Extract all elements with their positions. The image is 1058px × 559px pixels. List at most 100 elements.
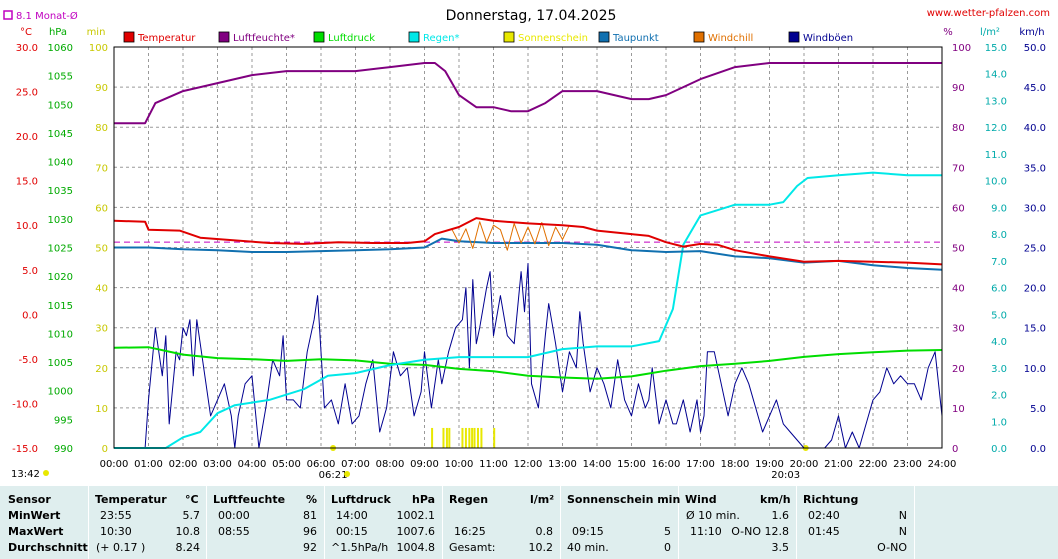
min-tick-label: 50 — [95, 244, 108, 255]
legend-label-luftdruck: Luftdruck — [328, 33, 375, 44]
hpa-tick-label: 1030 — [48, 215, 73, 226]
max-hum-time: 08:55 — [218, 525, 250, 538]
time-tick-label: 18:00 — [721, 459, 750, 470]
temp-tick-label: 0.0 — [22, 310, 38, 321]
max-sun-time: 09:15 — [572, 525, 604, 538]
time-tick-label: 19:00 — [755, 459, 784, 470]
time-tick-label: 20:00 — [790, 459, 819, 470]
unit-min: min — [87, 27, 106, 38]
pct-tick-label: 10 — [952, 404, 965, 415]
kmh-tick-label: 5.0 — [1030, 404, 1046, 415]
site-url: www.wetter-pfalzen.com — [927, 8, 1050, 19]
sunshine-bar — [468, 427, 471, 448]
hpa-tick-label: 1020 — [48, 272, 73, 283]
hdr-luftfeuchte: Luftfeuchte — [213, 493, 286, 506]
sunshine-bar — [471, 427, 474, 448]
avg-rain-time: Gesamt: — [449, 541, 496, 554]
hdr-temperatur-unit: °C — [185, 493, 199, 506]
hdr-wind-unit: km/h — [760, 493, 791, 506]
time-tick-label: 01:00 — [134, 459, 163, 470]
max-rain-time: 16:25 — [454, 525, 486, 538]
legend-label-taupunkt: Taupunkt — [612, 33, 659, 44]
pct-tick-label: 0 — [952, 444, 958, 455]
min-tick-label: 20 — [95, 364, 108, 375]
row-label-avg: Durchschnitt — [8, 541, 88, 554]
min-tick-label: 40 — [95, 284, 108, 295]
hpa-tick-label: 1005 — [48, 358, 73, 369]
avg-temp-val: 8.24 — [175, 541, 201, 554]
max-temp-val: 10.8 — [175, 525, 201, 538]
unit-temp: °C — [20, 27, 32, 38]
pct-tick-label: 40 — [952, 284, 965, 295]
legend-swatch-sonnenschein — [503, 31, 515, 43]
max-hum-val: 96 — [303, 525, 317, 538]
rain-tick-label: 6.0 — [991, 284, 1007, 295]
max-wind-time: 11:10 — [690, 525, 722, 538]
rain-tick-label: 12.0 — [985, 123, 1007, 134]
hdr-richtung: Richtung — [803, 493, 859, 506]
sunshine-bar — [464, 427, 467, 448]
hdr-luftdruck: Luftdruck — [331, 493, 391, 506]
temp-tick-label: 10.0 — [16, 221, 38, 232]
rain-tick-label: 11.0 — [985, 150, 1007, 161]
avg-temp-time: (+ 0.17 ) — [96, 541, 146, 554]
temp-tick-label: -5.0 — [18, 355, 38, 366]
hpa-tick-label: 990 — [54, 444, 73, 455]
series-line-temperatur — [113, 217, 943, 266]
time-tick-label: 10:00 — [445, 459, 474, 470]
min-hum-time: 00:00 — [218, 509, 250, 522]
pct-tick-label: 100 — [952, 43, 971, 54]
temp-tick-label: -10.0 — [12, 399, 38, 410]
pct-tick-label: 20 — [952, 364, 965, 375]
series-line-regen — [114, 171, 942, 449]
chart-legend: Temperatur Luftfeuchte* Luftdruck Regen* Son… — [123, 31, 853, 44]
max-dir-time: 01:45 — [808, 525, 840, 538]
min-press-time: 14:00 — [336, 509, 368, 522]
hdr-luftdruck-unit: hPa — [412, 493, 436, 506]
sunrise-icon — [344, 471, 351, 477]
sunset-label: 20:03 — [771, 470, 800, 481]
min-wind-time: Ø 10 min. — [686, 509, 740, 522]
stats-panel: Sensor Temperatur °C Luftfeuchte % Luftd… — [0, 486, 1058, 559]
time-tick-label: 13:00 — [548, 459, 577, 470]
min-tick-label: 60 — [95, 203, 108, 214]
time-tick-label: 07:00 — [341, 459, 370, 470]
weather-chart: Donnerstag, 17.04.2025 www.wetter-pfalze… — [3, 8, 1050, 481]
rain-tick-label: 0.0 — [991, 444, 1007, 455]
chart-title: Donnerstag, 17.04.2025 — [446, 8, 617, 24]
kmh-tick-label: 0.0 — [1030, 444, 1046, 455]
series-line-windboeen — [114, 263, 943, 449]
sunshine-bar — [476, 427, 479, 448]
unit-hpa: hPa — [49, 27, 67, 38]
rain-tick-label: 9.0 — [991, 203, 1007, 214]
time-tick-label: 11:00 — [479, 459, 508, 470]
rain-tick-label: 1.0 — [991, 417, 1007, 428]
avg-sun-val: 0 — [664, 541, 671, 554]
max-sun-val: 5 — [664, 525, 671, 538]
hpa-tick-label: 1035 — [48, 186, 73, 197]
time-tick-label: 15:00 — [617, 459, 646, 470]
time-tick-label: 06:00 — [307, 459, 336, 470]
hpa-tick-label: 1045 — [48, 129, 73, 140]
avg-sun-time: 40 min. — [567, 541, 609, 554]
time-tick-label: 02:00 — [169, 459, 198, 470]
kmh-tick-label: 40.0 — [1024, 123, 1046, 134]
rain-tick-label: 10.0 — [985, 177, 1007, 188]
avg-press-time: ^1.5hPa/h — [331, 541, 389, 554]
min-tick-label: 80 — [95, 123, 108, 134]
hpa-tick-label: 1000 — [48, 387, 73, 398]
max-press-val: 1007.6 — [396, 525, 436, 538]
chart-series — [113, 62, 943, 449]
pct-tick-label: 50 — [952, 244, 965, 255]
temp-tick-label: 20.0 — [16, 132, 38, 143]
row-label-max: MaxWert — [8, 525, 64, 538]
rain-tick-label: 13.0 — [985, 96, 1007, 107]
kmh-tick-label: 15.0 — [1024, 324, 1046, 335]
legend-swatch-taupunkt — [598, 31, 610, 43]
rain-tick-label: 7.0 — [991, 257, 1007, 268]
min-hum-val: 81 — [303, 509, 317, 522]
min-temp-val: 5.7 — [182, 509, 201, 522]
hpa-tick-label: 1040 — [48, 158, 73, 169]
time-tick-label: 00:00 — [100, 459, 129, 470]
time-tick-label: 17:00 — [686, 459, 715, 470]
